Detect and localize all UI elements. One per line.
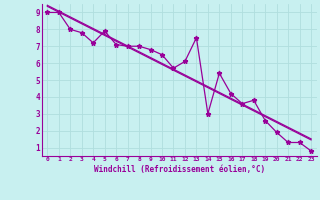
- X-axis label: Windchill (Refroidissement éolien,°C): Windchill (Refroidissement éolien,°C): [94, 165, 265, 174]
